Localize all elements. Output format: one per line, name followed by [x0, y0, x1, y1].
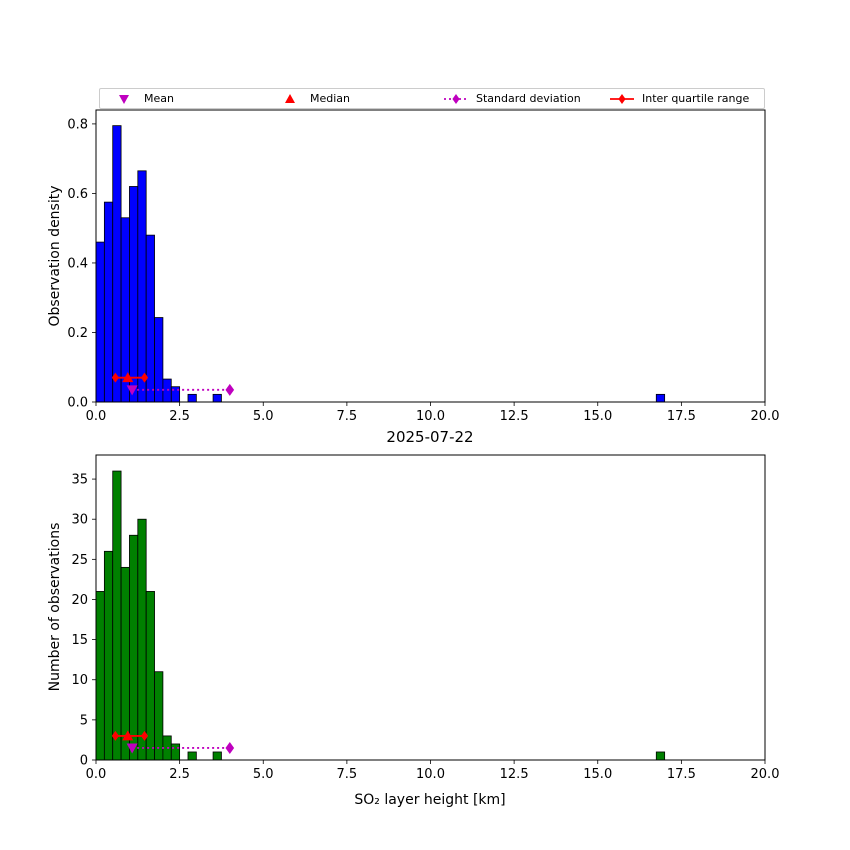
histogram-bar [129, 534, 139, 761]
x-tick-label: 0.0 [86, 409, 107, 424]
x-tick-label: 7.5 [337, 767, 358, 782]
histogram-bar [120, 566, 130, 761]
legend-triangle-up [285, 93, 295, 103]
y-tick-label: 0.8 [67, 117, 88, 132]
histogram-bar [655, 751, 666, 761]
legend-label: Median [310, 92, 351, 105]
histogram-bar [212, 751, 222, 761]
iqr-diamond [140, 730, 149, 741]
legend-item-median: Median [266, 92, 432, 106]
legend: Mean Median Standard deviation Inter quarti… [99, 88, 765, 109]
mean-marker [126, 385, 138, 396]
x-tick-label: 5.0 [253, 767, 274, 782]
x-tick-label: 10.0 [416, 409, 445, 424]
histogram-bar [103, 550, 114, 761]
x-tick-label: 15.0 [583, 409, 612, 424]
histogram-bar [162, 378, 172, 403]
x-tick-label: 7.5 [337, 409, 358, 424]
histogram-bar [137, 518, 147, 761]
histogram-bar [112, 470, 122, 761]
date-title: 2025-07-22 [386, 428, 474, 446]
histogram-bar [95, 591, 105, 761]
histogram-bar [212, 393, 222, 403]
y-tick-label: 10 [71, 673, 88, 688]
iqr-diamond [111, 372, 120, 383]
legend-diamond [452, 93, 460, 104]
histogram-bar [162, 735, 172, 761]
histogram-bar [95, 241, 105, 403]
x-tick-label: 2.5 [169, 767, 190, 782]
y-tick-label: 5 [80, 713, 88, 728]
histogram-bar [170, 743, 181, 761]
y-tick-label: 0.2 [67, 326, 88, 341]
legend-label: Standard deviation [476, 92, 581, 105]
axes-frame [95, 454, 766, 761]
histogram-bar [137, 170, 147, 403]
y-tick-label: 0.6 [67, 187, 88, 202]
x-tick-label: 20.0 [751, 409, 780, 424]
legend-triangle-down [119, 94, 129, 104]
iqr-diamond [111, 730, 120, 741]
y-tick-label: 20 [71, 593, 88, 608]
x-tick-label: 12.5 [500, 767, 529, 782]
histogram-bar [112, 125, 122, 403]
triangle-down-icon [119, 94, 129, 104]
legend-label: Mean [144, 92, 174, 105]
legend-item-inter-quartile-range: Inter quartile range [598, 92, 764, 106]
y-tick-label: 15 [71, 633, 88, 648]
histogram-bar [145, 591, 155, 761]
diamond-icon [444, 93, 468, 104]
legend-item-mean: Mean [100, 92, 266, 106]
diamond-icon [610, 93, 634, 104]
histogram-bar [187, 393, 197, 403]
x-tick-label: 17.5 [667, 409, 696, 424]
median-marker [122, 372, 134, 383]
ylabel-observation-density: Observation density [47, 185, 63, 327]
ylabel-number-of-observations: Number of observations [47, 522, 63, 692]
x-tick-label: 20.0 [751, 767, 780, 782]
x-tick-label: 17.5 [667, 767, 696, 782]
x-tick-label: 15.0 [583, 767, 612, 782]
xlabel-so2-layer-height: SO₂ layer height [km] [354, 792, 506, 808]
x-tick-label: 0.0 [86, 767, 107, 782]
std-diamond [225, 383, 235, 396]
x-tick-label: 2.5 [169, 409, 190, 424]
y-tick-label: 30 [71, 513, 88, 528]
axes-frame [95, 109, 766, 403]
mean-marker [126, 743, 138, 754]
std-diamond [225, 741, 235, 754]
triangle-up-icon [285, 93, 295, 103]
y-tick-label: 0.0 [67, 396, 88, 411]
histogram-bar [655, 393, 666, 403]
histogram-bar [187, 751, 197, 761]
legend-diamond [618, 93, 626, 104]
y-tick-label: 0.4 [67, 256, 88, 271]
histogram-bar [129, 186, 139, 403]
iqr-diamond [140, 372, 149, 383]
histogram-bar [103, 201, 114, 403]
x-tick-label: 12.5 [500, 409, 529, 424]
x-tick-label: 10.0 [416, 767, 445, 782]
y-tick-label: 25 [71, 553, 88, 568]
histogram-bar [154, 671, 164, 761]
y-tick-label: 0 [80, 754, 88, 769]
median-marker [122, 730, 134, 741]
y-tick-label: 35 [71, 473, 88, 488]
legend-label: Inter quartile range [642, 92, 750, 105]
legend-item-standard-deviation: Standard deviation [432, 92, 598, 106]
x-tick-label: 5.0 [253, 409, 274, 424]
